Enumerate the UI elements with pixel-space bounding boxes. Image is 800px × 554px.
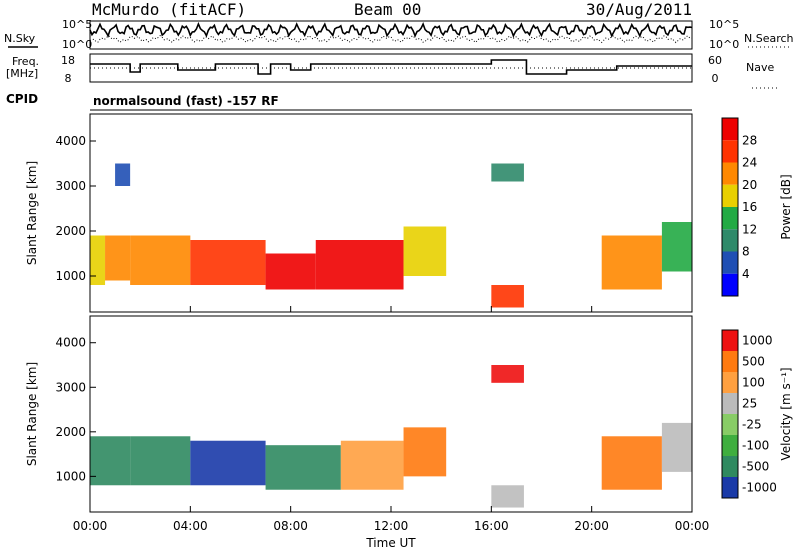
station-title: McMurdo (fitACF) [92, 0, 247, 19]
x-tick-label: 04:00 [173, 519, 208, 533]
velocity-colorbar-swatch [722, 456, 738, 477]
velocity-region [340, 440, 404, 490]
power-region [491, 285, 524, 308]
beam-title: Beam 00 [354, 0, 422, 19]
velocity-region [601, 436, 662, 490]
velocity-region [265, 445, 341, 490]
velocity-colorbar-label: Velocity [m s⁻¹] [779, 367, 793, 460]
velocity-colorbar-tick: -1000 [742, 481, 777, 495]
power-ylabel: Slant Range [km] [25, 161, 39, 265]
velocity-colorbar-swatch [722, 351, 738, 372]
velocity-colorbar-tick: -500 [742, 460, 769, 474]
noise-left-tick: 10^0 [62, 38, 92, 51]
velocity-region [661, 422, 692, 472]
velocity-colorbar-swatch [722, 393, 738, 414]
nave-right-label: Nave [746, 61, 775, 74]
power-region [265, 253, 316, 290]
noise-panel-frame [89, 20, 693, 50]
power-region [403, 226, 447, 276]
power-region [190, 240, 266, 285]
power-colorbar-swatch [722, 118, 738, 141]
velocity-colorbar-tick: 100 [742, 376, 765, 390]
noise-right-label: N.Search [744, 32, 794, 45]
power-region [115, 163, 131, 186]
noise-right-tick: 10^5 [709, 18, 739, 31]
power-colorbar-swatch [722, 273, 738, 296]
power-colorbar-tick: 4 [742, 267, 750, 281]
power-colorbar-swatch [722, 229, 738, 252]
velocity-region [90, 436, 131, 486]
program-name: normalsound (fast) -157 RF [93, 94, 279, 108]
power-colorbar-swatch [722, 184, 738, 207]
x-tick-label: 20:00 [574, 519, 609, 533]
velocity-ytick-label: 4000 [55, 336, 86, 350]
power-colorbar-frame [721, 117, 739, 297]
x-tick-label: 16:00 [474, 519, 509, 533]
velocity-region [130, 436, 191, 486]
power-region [130, 235, 191, 285]
velocity-ytick-label: 3000 [55, 380, 86, 394]
power-colorbar-tick: 24 [742, 156, 757, 170]
freq-left-label-2: [MHz] [6, 67, 39, 80]
velocity-colorbar-tick: -25 [742, 418, 762, 432]
velocity-colorbar-tick: 1000 [742, 334, 773, 348]
power-region [491, 163, 524, 182]
velocity-colorbar-tick: 500 [742, 355, 765, 369]
noise-left-label: N.Sky [4, 32, 36, 45]
noise-left-tick: 10^5 [62, 18, 92, 31]
power-ytick-label: 4000 [55, 134, 86, 148]
velocity-ytick-label: 1000 [55, 469, 86, 483]
freq-left-tick: 18 [61, 54, 75, 67]
power-region [315, 240, 404, 290]
noise-right-tick: 10^0 [709, 38, 739, 51]
velocity-colorbar-swatch [722, 330, 738, 351]
power-colorbar-swatch [722, 140, 738, 163]
power-ytick-label: 3000 [55, 179, 86, 193]
power-colorbar-tick: 12 [742, 222, 757, 236]
velocity-ylabel: Slant Range [km] [25, 362, 39, 466]
power-ytick-label: 2000 [55, 224, 86, 238]
nave-right-tick: 0 [712, 72, 719, 85]
velocity-colorbar-swatch [722, 477, 738, 498]
velocity-region [491, 365, 524, 383]
cpid-label: CPID [6, 92, 39, 106]
date-title: 30/Aug/2011 [586, 0, 692, 19]
velocity-region [403, 427, 447, 477]
freq-left-tick: 8 [65, 72, 72, 85]
power-colorbar-tick: 20 [742, 178, 757, 192]
velocity-colorbar-swatch [722, 435, 738, 456]
velocity-colorbar-swatch [722, 414, 738, 435]
velocity-colorbar-tick: -100 [742, 439, 769, 453]
frequency-line [90, 59, 692, 75]
power-colorbar-tick: 28 [742, 133, 757, 147]
power-region [661, 222, 692, 272]
velocity-colorbar-tick: 25 [742, 397, 757, 411]
velocity-ytick-label: 2000 [55, 425, 86, 439]
nave-right-tick: 60 [708, 54, 722, 67]
power-colorbar-label: Power [dB] [779, 174, 793, 239]
power-colorbar-swatch [722, 207, 738, 230]
power-colorbar-tick: 8 [742, 245, 750, 259]
velocity-region [190, 440, 266, 486]
x-tick-label: 00:00 [675, 519, 710, 533]
search-noise-line [89, 34, 692, 44]
power-region [105, 235, 131, 281]
velocity-region [491, 485, 524, 508]
power-colorbar-swatch [722, 251, 738, 274]
power-ytick-label: 1000 [55, 269, 86, 283]
velocity-colorbar-swatch [722, 372, 738, 393]
freq-left-label-1: Freq. [12, 55, 40, 68]
power-colorbar-tick: 16 [742, 200, 757, 214]
x-tick-label: 12:00 [374, 519, 409, 533]
velocity-colorbar-frame [721, 329, 739, 499]
sky-noise-line [89, 21, 693, 38]
power-region [90, 235, 106, 285]
x-axis-label: Time UT [365, 536, 416, 550]
power-colorbar-swatch [722, 162, 738, 185]
power-region [601, 235, 662, 290]
x-tick-label: 08:00 [273, 519, 308, 533]
x-tick-label: 00:00 [73, 519, 108, 533]
